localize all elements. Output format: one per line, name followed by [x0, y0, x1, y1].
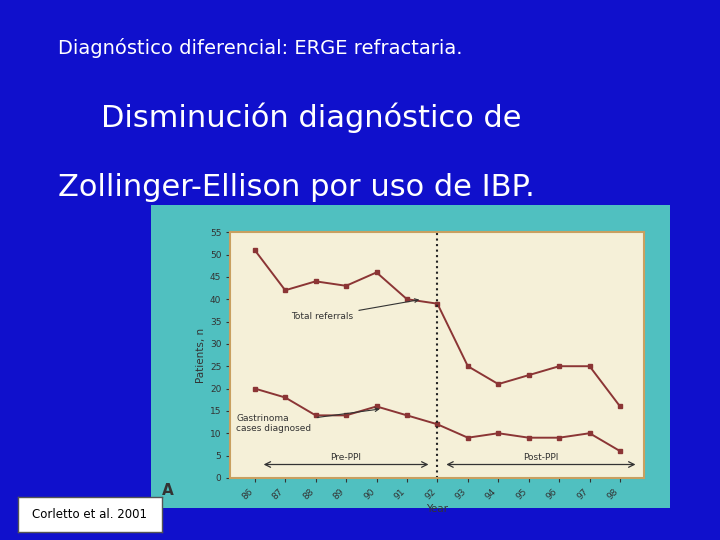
- Text: Diagnóstico diferencial: ERGE refractaria.: Diagnóstico diferencial: ERGE refractari…: [58, 38, 462, 58]
- X-axis label: Year: Year: [426, 504, 449, 514]
- Text: Corletto et al. 2001: Corletto et al. 2001: [32, 508, 148, 521]
- Text: Gastrinoma
cases diagnosed: Gastrinoma cases diagnosed: [236, 408, 379, 433]
- Y-axis label: Patients, n: Patients, n: [196, 327, 206, 383]
- Text: Total referrals: Total referrals: [292, 299, 418, 321]
- Text: Disminución diagnóstico de: Disminución diagnóstico de: [101, 103, 521, 133]
- Text: Post-PPI: Post-PPI: [523, 453, 559, 462]
- Text: A: A: [162, 483, 174, 498]
- Text: Pre-PPI: Pre-PPI: [330, 453, 361, 462]
- Text: Zollinger-Ellison por uso de IBP.: Zollinger-Ellison por uso de IBP.: [58, 173, 534, 202]
